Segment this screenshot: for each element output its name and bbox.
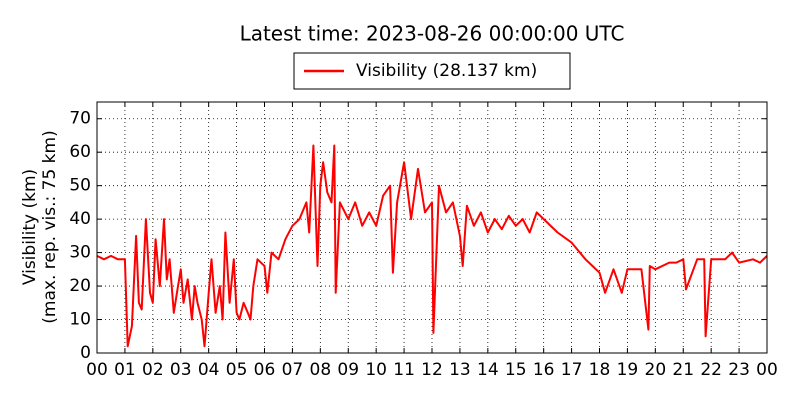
y-tick-label: 70 (69, 109, 91, 129)
x-tick-label: 20 (645, 360, 667, 380)
y-tick-label: 20 (69, 276, 91, 296)
y-tick-label: 10 (69, 310, 91, 330)
x-tick-label: 13 (449, 360, 471, 380)
x-tick-label: 14 (477, 360, 499, 380)
x-tick-label: 17 (561, 360, 583, 380)
x-tick-label: 21 (672, 360, 694, 380)
x-tick-label: 00 (86, 360, 108, 380)
x-tick-label: 03 (170, 360, 192, 380)
x-tick-label: 04 (198, 360, 220, 380)
x-tick-label: 11 (393, 360, 415, 380)
x-tick-label: 10 (365, 360, 387, 380)
x-tick-label: 02 (142, 360, 164, 380)
y-label-line: Visibility (km) (20, 169, 40, 285)
y-tick-label: 60 (69, 142, 91, 162)
x-tick-label: 22 (700, 360, 722, 380)
x-tick-label: 19 (617, 360, 639, 380)
plot-frame (96, 101, 768, 354)
y-tick-label: 0 (80, 343, 91, 363)
y-label-line: (max. rep. vis.: 75 km) (40, 130, 60, 323)
y-tick-label: 30 (69, 243, 91, 263)
x-tick-label: 12 (421, 360, 443, 380)
x-tick-label: 09 (337, 360, 359, 380)
x-tick-label: 08 (310, 360, 332, 380)
x-tick-label: 23 (728, 360, 750, 380)
data-line (96, 144, 768, 348)
x-tick-label: 06 (254, 360, 276, 380)
chart-title: Latest time: 2023-08-26 00:00:00 UTC (240, 22, 625, 46)
x-tick-label: 00 (756, 360, 778, 380)
x-tick-label: 05 (226, 360, 248, 380)
legend-label: Visibility (28.137 km) (356, 61, 537, 81)
x-tick-label: 18 (589, 360, 611, 380)
y-tick-label: 40 (69, 209, 91, 229)
x-tick-label: 15 (505, 360, 527, 380)
x-tick-label: 16 (533, 360, 555, 380)
y-tick-label: 50 (69, 176, 91, 196)
x-tick-label: 07 (282, 360, 304, 380)
x-tick-label: 01 (114, 360, 136, 380)
y-label: Visibility (km) (max. rep. vis.: 75 km) (20, 130, 60, 323)
